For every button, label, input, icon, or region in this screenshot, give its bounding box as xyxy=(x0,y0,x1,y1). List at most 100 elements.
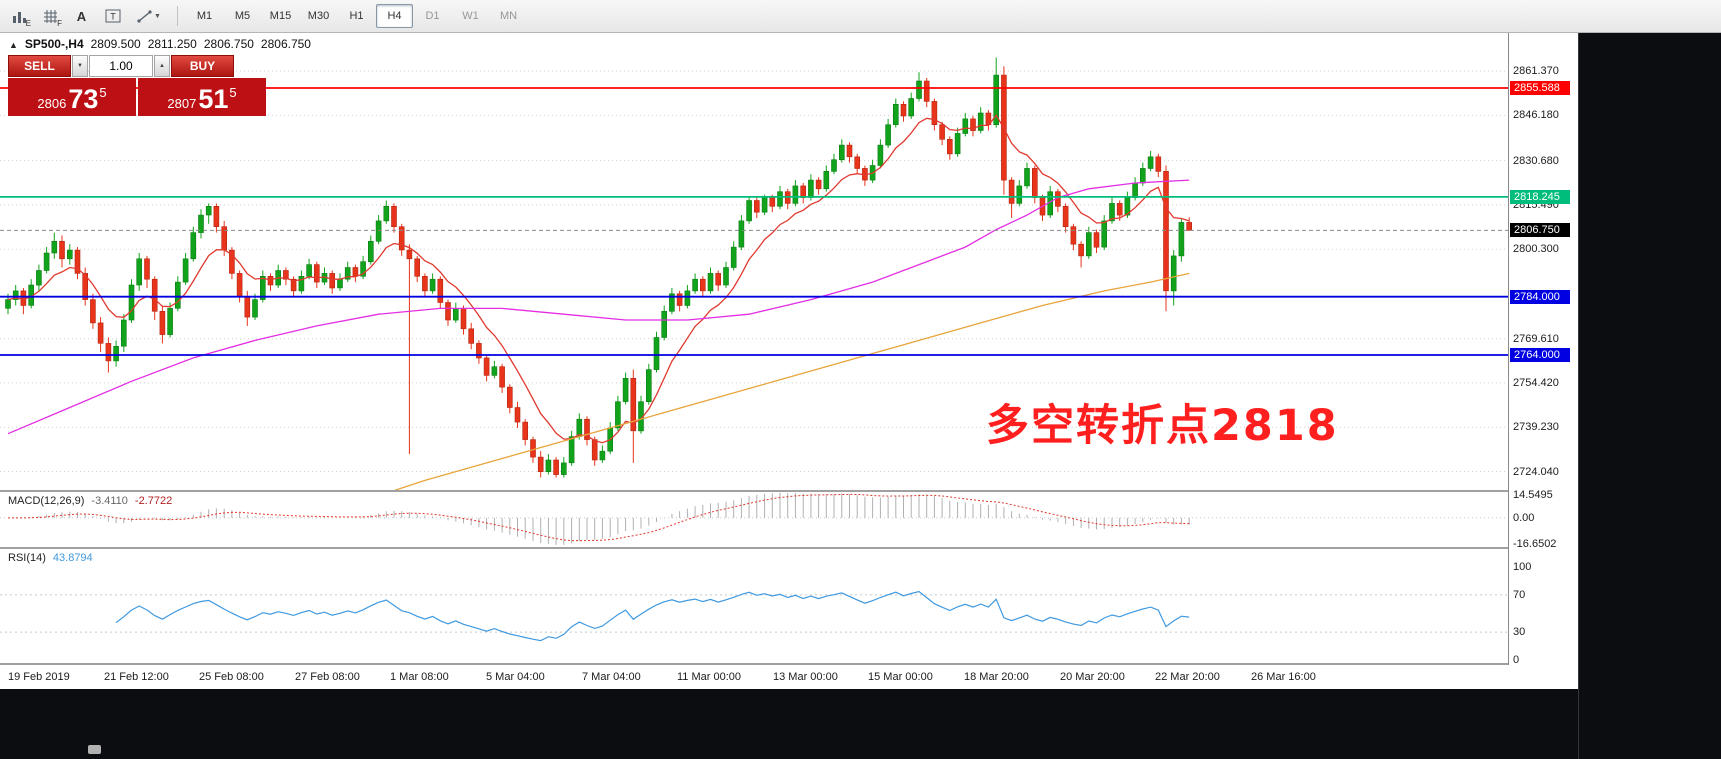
macd-axis-tick: 0.00 xyxy=(1513,512,1535,524)
grid-icon xyxy=(44,9,57,23)
chart-annotation: 多空转折点2818 xyxy=(986,401,1339,451)
price-axis[interactable]: 2861.370 2846.180 2830.680 2815.490 2800.300… xyxy=(1508,33,1578,666)
rsi-label-row: RSI(14) 43.8794 xyxy=(8,552,93,564)
bid-quote[interactable]: 2806 73 5 xyxy=(8,78,136,116)
timeframe-toolbar: M1 M5 M15 M30 H1 H4 D1 W1 MN xyxy=(186,4,527,28)
timeframe-button-MN[interactable]: MN xyxy=(499,10,518,22)
timeframe-button-M15[interactable]: M15 xyxy=(269,10,292,22)
timeframe-button-D1[interactable]: D1 xyxy=(425,10,440,22)
macd-canvas[interactable] xyxy=(0,492,1508,547)
rsi-label: RSI(14) xyxy=(8,552,46,564)
time-tick: 19 Feb 2019 xyxy=(8,671,70,683)
time-tick: 1 Mar 08:00 xyxy=(390,671,449,683)
price-level-badge: 2764.000 xyxy=(1510,348,1570,362)
price-tick: 2861.370 xyxy=(1513,65,1559,77)
time-tick: 18 Mar 20:00 xyxy=(964,671,1029,683)
rsi-canvas[interactable] xyxy=(0,549,1508,663)
text-tool-button[interactable]: A xyxy=(67,3,96,29)
price-level-badge: 2806.750 xyxy=(1510,223,1570,237)
one-click-trading-panel: SELL ▼ ▲ BUY 2806 73 5 2807 51 5 xyxy=(8,55,266,116)
sell-button[interactable]: SELL xyxy=(8,55,71,77)
ma-line-mid xyxy=(7,179,1190,435)
rsi-value: 43.8794 xyxy=(52,552,93,564)
macd-value-main: -3.4110 xyxy=(91,495,128,507)
rsi-pane[interactable]: RSI(14) 43.8794 xyxy=(0,549,1508,663)
price-tick: 2830.680 xyxy=(1513,155,1559,167)
ohlc-low: 2806.750 xyxy=(203,37,254,51)
time-tick: 26 Mar 16:00 xyxy=(1251,671,1316,683)
time-axis[interactable]: 19 Feb 2019 21 Feb 12:00 25 Feb 08:00 27 Fe… xyxy=(0,665,1578,689)
pane-splitter-2[interactable] xyxy=(0,547,1578,549)
chevron-down-icon: ▼ xyxy=(154,12,161,20)
rsi-axis-tick: 30 xyxy=(1513,626,1526,638)
chart-window: ▲ SP500-,H4 2809.500 2811.250 2806.750 2… xyxy=(0,33,1578,689)
ohlc-open: 2809.500 xyxy=(90,37,141,51)
pane-splitter-3[interactable] xyxy=(0,663,1578,665)
price-tick: 2800.300 xyxy=(1513,243,1559,255)
time-tick: 20 Mar 20:00 xyxy=(1060,671,1125,683)
draw-tools-button[interactable]: ▼ xyxy=(129,3,169,29)
pane-splitter-1[interactable] xyxy=(0,490,1578,492)
desktop-background-bottom xyxy=(0,689,1578,759)
grid-icon-button[interactable]: F xyxy=(36,3,65,29)
volume-increase-button[interactable]: ▲ xyxy=(154,55,170,77)
ask-quote[interactable]: 2807 51 5 xyxy=(138,78,266,116)
timeframe-button-M5[interactable]: M5 xyxy=(234,10,251,22)
symbol-caret-icon: ▲ xyxy=(9,40,18,50)
time-tick: 15 Mar 00:00 xyxy=(868,671,933,683)
time-tick: 11 Mar 00:00 xyxy=(677,671,742,683)
price-level-badge: 2818.245 xyxy=(1510,190,1570,204)
time-tick: 27 Feb 08:00 xyxy=(295,671,360,683)
toolbar-separator xyxy=(177,6,178,26)
time-tick: 21 Feb 12:00 xyxy=(104,671,169,683)
toolbar: E F A T ▼ M1 M5 M15 M30 H1 H4 D1 W1 MN xyxy=(0,0,1721,33)
price-level-badge: 2784.000 xyxy=(1510,290,1570,304)
bar-chart-icon xyxy=(13,11,26,23)
desktop-background-right xyxy=(1578,33,1721,759)
letter-a-icon: A xyxy=(76,8,87,24)
label-tool-button[interactable]: T xyxy=(98,3,127,29)
macd-pane[interactable]: MACD(12,26,9) -3.4110 -2.7722 xyxy=(0,492,1508,547)
time-tick: 7 Mar 04:00 xyxy=(582,671,641,683)
volume-decrease-button[interactable]: ▼ xyxy=(72,55,88,77)
macd-value-signal: -2.7722 xyxy=(134,495,173,507)
volume-input[interactable] xyxy=(89,55,153,77)
bid-pip-digit: 5 xyxy=(99,85,107,100)
macd-signal-line xyxy=(8,493,1190,542)
ohlc-close: 2806.750 xyxy=(260,37,311,51)
rsi-axis-tick: 0 xyxy=(1513,654,1520,666)
icon-badge-f: F xyxy=(57,19,62,28)
price-grid xyxy=(0,70,1508,472)
timeframe-button-H4[interactable]: H4 xyxy=(376,4,413,28)
buy-button[interactable]: BUY xyxy=(171,55,234,77)
macd-histogram xyxy=(15,492,1190,545)
timeframe-button-W1[interactable]: W1 xyxy=(462,10,479,22)
chart-symbol-label: SP500-,H4 xyxy=(24,37,84,51)
price-tick: 2724.040 xyxy=(1513,466,1559,478)
price-chart-canvas[interactable] xyxy=(0,33,1508,490)
order-row: SELL ▼ ▲ BUY xyxy=(8,55,266,77)
price-pane[interactable]: ▲ SP500-,H4 2809.500 2811.250 2806.750 2… xyxy=(0,33,1508,490)
rsi-axis-tick: 100 xyxy=(1513,561,1532,573)
price-tick: 2846.180 xyxy=(1513,109,1559,121)
taskbar-glyph xyxy=(88,745,101,754)
indicator-chart-icon-button[interactable]: E xyxy=(5,3,34,29)
svg-text:T: T xyxy=(110,12,116,22)
price-level-badge: 2855.588 xyxy=(1510,81,1570,95)
price-tick: 2739.230 xyxy=(1513,421,1559,433)
price-tick: 2754.420 xyxy=(1513,377,1559,389)
quote-row: 2806 73 5 2807 51 5 xyxy=(8,78,266,116)
icon-badge-e: E xyxy=(25,19,31,28)
candles-layer xyxy=(5,57,1192,478)
time-tick: 25 Feb 08:00 xyxy=(199,671,264,683)
timeframe-button-M30[interactable]: M30 xyxy=(307,10,330,22)
timeframe-button-M1[interactable]: M1 xyxy=(196,10,213,22)
price-tick: 2769.610 xyxy=(1513,333,1559,345)
timeframe-button-H1[interactable]: H1 xyxy=(349,10,364,22)
bid-prefix: 2806 xyxy=(37,96,67,111)
macd-label: MACD(12,26,9) xyxy=(8,495,85,507)
chart-title-row: ▲ SP500-,H4 2809.500 2811.250 2806.750 2… xyxy=(9,37,311,51)
ma-line-slow xyxy=(393,272,1190,490)
trendline-icon xyxy=(137,9,152,23)
